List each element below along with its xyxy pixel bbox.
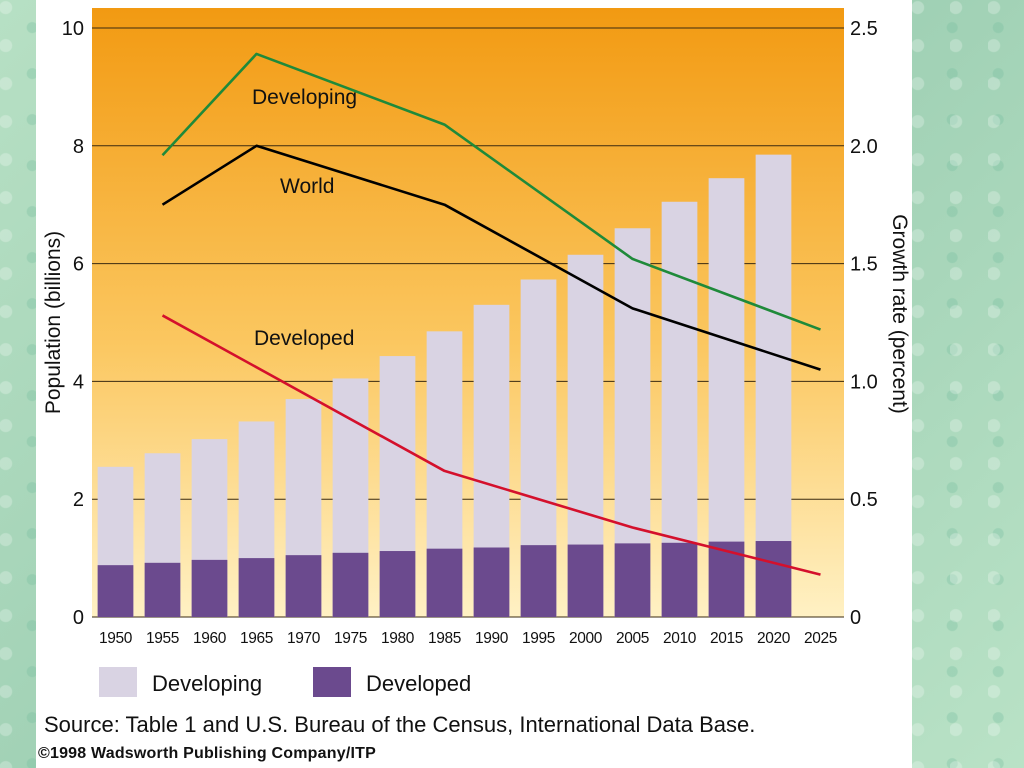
bar-developed-1985 (426, 548, 463, 617)
bar-developed-1975 (332, 552, 369, 617)
y-tick-right: 1.0 (850, 371, 878, 393)
x-tick-2005: 2005 (616, 630, 649, 647)
y-tick-left: 4 (73, 371, 84, 393)
legend-label-developing: Developing (152, 671, 262, 696)
y-tick-right: 2.5 (850, 18, 878, 40)
x-tick-1980: 1980 (381, 630, 415, 647)
line-world (161, 144, 821, 371)
line-label-world: World (280, 175, 334, 198)
x-tick-1990: 1990 (475, 630, 509, 647)
x-tick-1955: 1955 (146, 630, 179, 647)
bar-developed-1950 (97, 565, 134, 617)
axes: 0 2 4 6 8 10 0 0.5 1.0 1.5 2.0 2.5 1950 1955 1960 1965 1… (42, 18, 911, 647)
x-tick-1960: 1960 (193, 630, 227, 647)
line-developed (161, 314, 821, 576)
x-tick-1965: 1965 (240, 630, 273, 647)
y-tick-left: 2 (73, 489, 84, 511)
legend-label-developed: Developed (366, 671, 471, 696)
bar-developed-1995 (520, 545, 557, 617)
x-tick-1985: 1985 (428, 630, 461, 647)
line-label-developing: Developing (252, 86, 357, 109)
bar-developed-2020 (755, 541, 792, 617)
line-label-developed: Developed (254, 327, 354, 350)
slide: Developing World Developed 0 2 4 6 8 10 0 0.5 1.0 1… (36, 0, 912, 768)
bars (97, 154, 792, 617)
x-tick-1970: 1970 (287, 630, 321, 647)
x-tick-2025: 2025 (804, 630, 837, 647)
legend-swatch-developing (99, 667, 137, 697)
copyright-note: ©1998 Wadsworth Publishing Company/ITP (38, 745, 376, 762)
x-tick-2000: 2000 (569, 630, 603, 647)
bar-developed-1955 (144, 562, 181, 617)
x-tick-1950: 1950 (99, 630, 133, 647)
bar-developed-2010 (661, 542, 698, 617)
y-tick-left: 8 (73, 136, 84, 158)
line-labels: Developing World Developed (252, 86, 357, 350)
y-tick-left: 0 (73, 607, 84, 629)
y-tick-right: 2.0 (850, 136, 878, 158)
bar-developed-1960 (191, 559, 228, 617)
x-tick-1995: 1995 (522, 630, 555, 647)
legend-swatch-developed (313, 667, 351, 697)
y-axis-title-right: Growth rate (percent) (888, 214, 911, 414)
chart: Developing World Developed 0 2 4 6 8 10 0 0.5 1.0 1… (42, 8, 911, 697)
x-tick-1975: 1975 (334, 630, 367, 647)
bar-developed-2005 (614, 543, 651, 617)
y-axis-title-left: Population (billions) (42, 231, 65, 414)
bar-developing-2020 (755, 154, 792, 617)
y-tick-left: 6 (73, 254, 84, 276)
bar-developed-2000 (567, 544, 604, 617)
y-tick-right: 1.5 (850, 254, 878, 276)
x-tick-2010: 2010 (663, 630, 697, 647)
line-developing (161, 52, 821, 331)
bar-developed-1980 (379, 551, 416, 617)
source-note: Source: Table 1 and U.S. Bureau of the C… (44, 712, 756, 737)
legend: Developing Developed (99, 667, 471, 697)
y-tick-right: 0 (850, 607, 861, 629)
bar-developed-1990 (473, 547, 510, 617)
x-tick-2020: 2020 (757, 630, 791, 647)
bar-developed-1970 (285, 555, 322, 617)
growth-lines (161, 52, 821, 576)
bar-developed-1965 (238, 558, 275, 617)
x-tick-2015: 2015 (710, 630, 743, 647)
y-tick-right: 0.5 (850, 489, 878, 511)
y-tick-left: 10 (62, 18, 84, 40)
